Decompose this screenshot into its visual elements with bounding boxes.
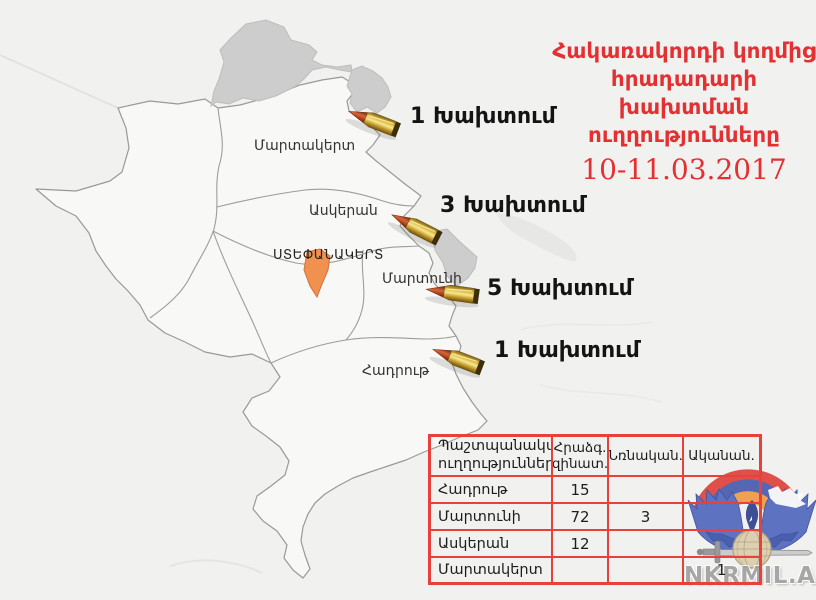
violation-count-label: 5 Խախտում xyxy=(487,276,633,301)
table-cell-grenade xyxy=(609,477,684,504)
table-cell-mortar: 1 xyxy=(716,561,727,579)
table-cell-direction: Հադրութ xyxy=(431,477,553,504)
region-label-askeran: Ասկերան xyxy=(309,203,378,219)
north-shaded-region xyxy=(210,19,353,108)
infographic-title: Հակառակորդի կողմից հրադադարի խախտման ուղ… xyxy=(551,38,816,186)
violation-count-label: 3 Խախտում xyxy=(440,193,586,218)
violation-count-label: 1 Խախտում xyxy=(410,104,556,129)
terrain-lines xyxy=(0,54,663,574)
table-cell-grenade xyxy=(609,531,684,558)
shaded-territories xyxy=(210,19,478,287)
violation-count-label: 1 Խախտում xyxy=(494,338,640,363)
title-date: 10-11.03.2017 xyxy=(581,153,787,186)
title-line-1: Հակառակորդի կողմից xyxy=(552,39,816,64)
table-cell-grenade xyxy=(609,558,684,582)
stepanakert-highlight xyxy=(303,248,331,299)
east-shaded-region xyxy=(430,228,478,287)
northeast-shaded-region xyxy=(346,65,392,114)
table-cell-mortar xyxy=(684,504,759,531)
table-cell-direction: Մարտակերտ xyxy=(431,558,553,582)
table-cell-firearms: 12 xyxy=(553,531,609,558)
table-cell-direction: Ասկերան xyxy=(431,531,553,558)
region-label-martuni: Մարտունի xyxy=(382,271,462,287)
region-label-hadrut: Հադրութ xyxy=(362,363,430,379)
table-cell-mortar xyxy=(684,531,759,558)
table-header-directions: Պաշտպանական ուղղությունները xyxy=(431,437,553,477)
table-cell-direction: Մարտունի xyxy=(431,504,553,531)
table-header-firearms: Հրաձգ. զինատ. xyxy=(553,437,609,477)
table-cell-firearms: 72 xyxy=(553,504,609,531)
table-cell-firearms xyxy=(553,558,609,582)
violations-table: Պաշտպանական ուղղությունները Հրաձգ. զինատ… xyxy=(428,434,762,585)
table-cell-firearms: 15 xyxy=(553,477,609,504)
map-silhouette-icon xyxy=(768,486,806,508)
title-line-3: ուղղությունները xyxy=(588,123,780,148)
region-label-stepanakert: ՍՏԵՓԱՆԱԿԵՐՏ xyxy=(273,248,384,263)
region-label-martakert: Մարտակերտ xyxy=(254,138,356,154)
table-header-grenade: Նռնական. xyxy=(609,437,684,477)
table-cell-grenade: 3 xyxy=(609,504,684,531)
table-header-mortar: Ականան. xyxy=(684,437,759,477)
title-line-2: հրադադարի խախտման xyxy=(610,67,758,120)
table-cell-mortar xyxy=(684,477,759,504)
